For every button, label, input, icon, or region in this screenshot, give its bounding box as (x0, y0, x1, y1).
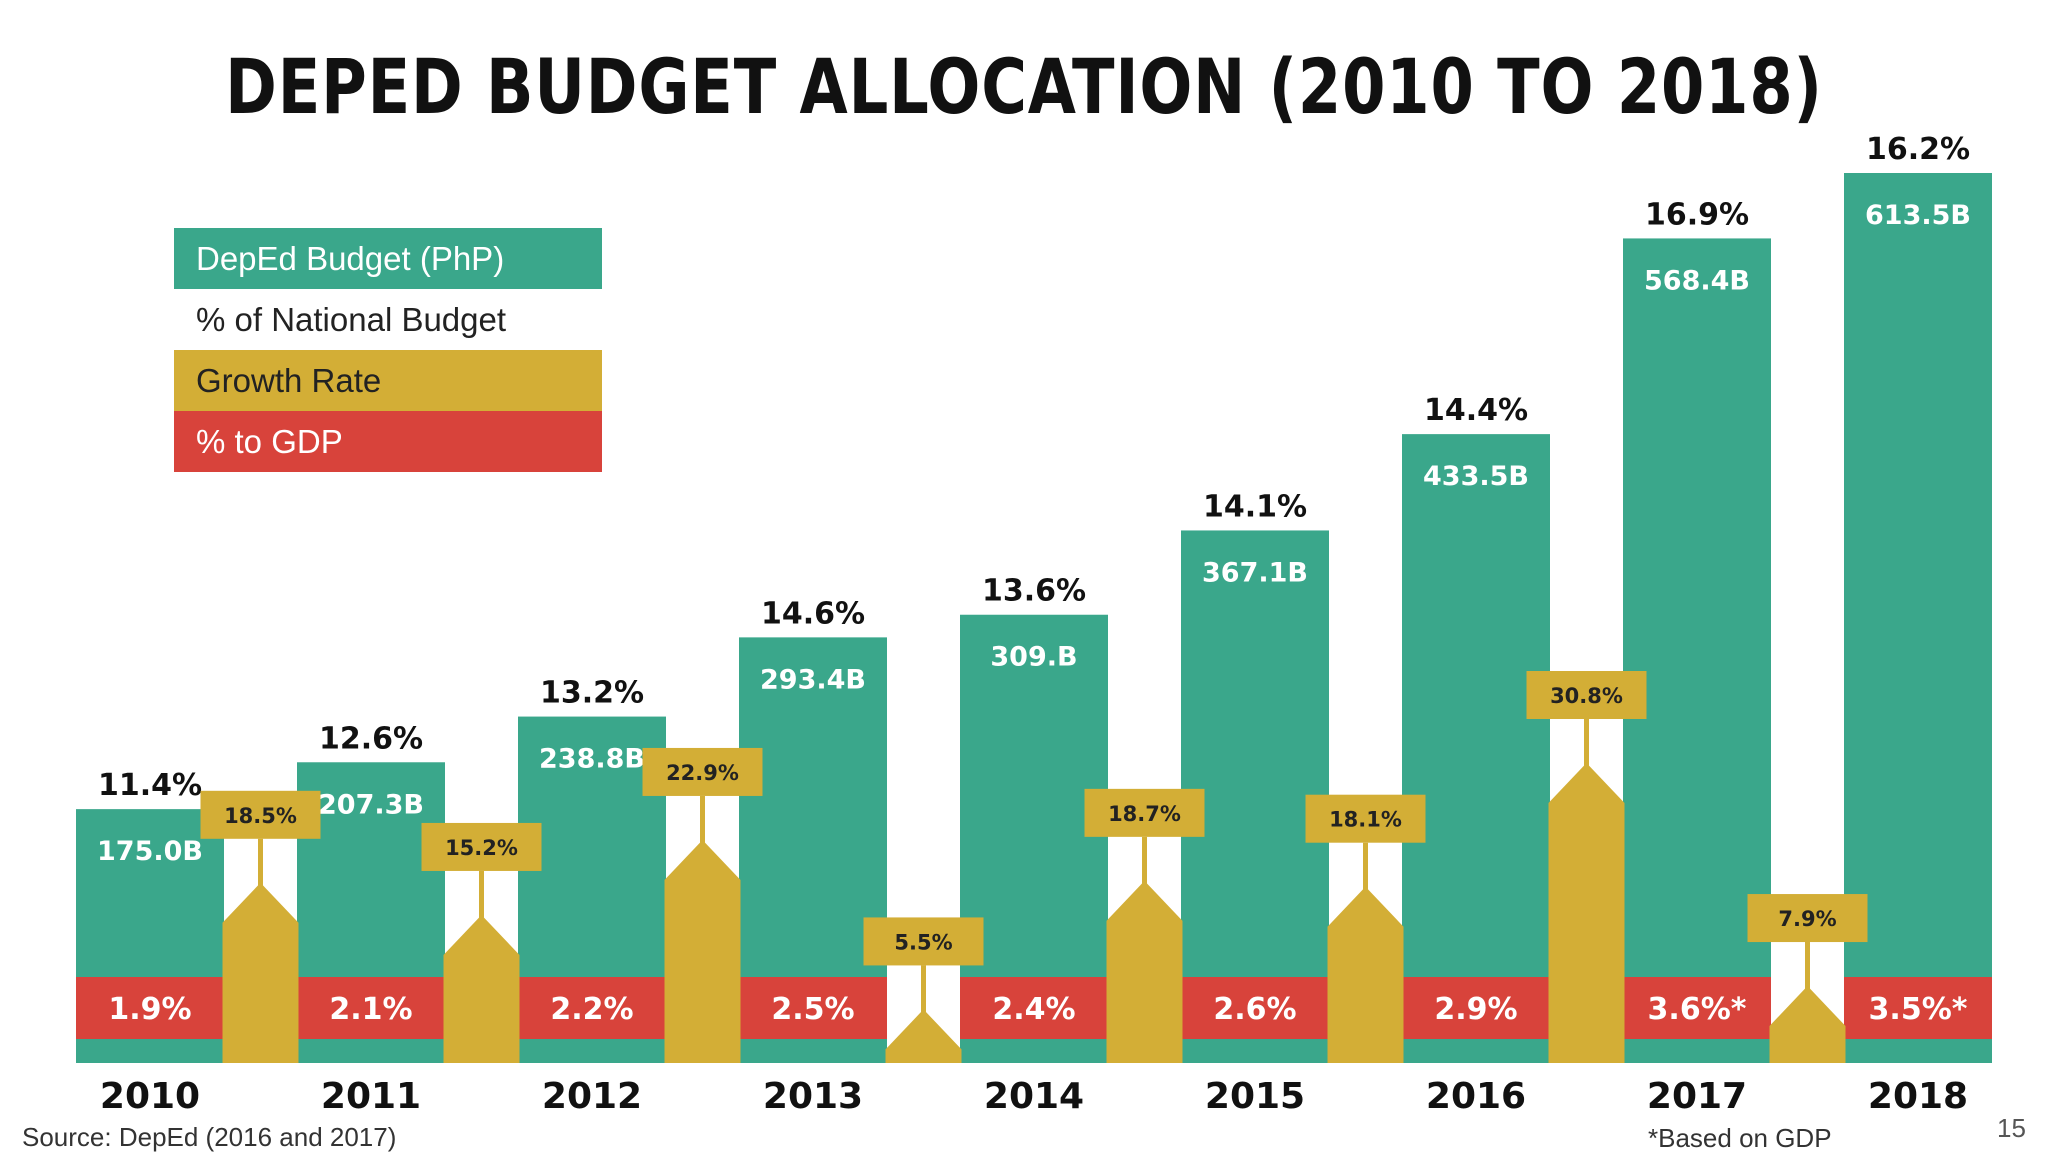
growth-label-box-2010-2011 (200, 790, 321, 839)
legend-item-national-budget: % of National Budget (174, 289, 602, 350)
chart-title: DEPED BUDGET ALLOCATION (2010 TO 2018) (225, 42, 1823, 131)
gdp-label-2018: 3.5%* (1869, 992, 1968, 1027)
gdp-band-2014 (960, 977, 1108, 1039)
year-label-2013: 2013 (763, 1076, 863, 1117)
budget-label-2011: 207.3B (318, 789, 424, 820)
budget-label-2018: 613.5B (1865, 200, 1971, 231)
legend-item-budget: DepEd Budget (PhP) (174, 228, 602, 289)
national-budget-label-2013: 14.6% (761, 596, 865, 631)
growth-label-2012-2013: 22.9% (666, 761, 739, 785)
budget-bar-2016 (1402, 434, 1550, 1063)
year-label-2012: 2012 (542, 1076, 642, 1117)
gdp-label-2016: 2.9% (1434, 992, 1517, 1027)
year-label-2014: 2014 (984, 1076, 1084, 1117)
gdp-band-2015 (1181, 977, 1329, 1039)
page-number: 15 (1997, 1113, 2026, 1143)
growth-label-2016-2017: 30.8% (1550, 684, 1623, 708)
gdp-band-2012 (518, 977, 666, 1039)
gdp-band-2010 (76, 977, 224, 1039)
budget-label-2014: 309.B (990, 642, 1077, 673)
growth-label-box-2014-2015 (1084, 788, 1205, 837)
gdp-band-2011 (297, 977, 445, 1039)
gdp-label-2013: 2.5% (771, 992, 854, 1027)
budget-label-2012: 238.8B (539, 744, 645, 775)
national-budget-label-2017: 16.9% (1645, 197, 1749, 232)
growth-label-box-2016-2017 (1526, 671, 1647, 719)
growth-arrow-2016-2017 (1548, 763, 1625, 1063)
legend: DepEd Budget (PhP) % of National Budget … (174, 228, 602, 472)
budget-label-2017: 568.4B (1644, 265, 1750, 296)
year-label-2015: 2015 (1205, 1076, 1305, 1117)
gdp-band-2017 (1623, 977, 1771, 1039)
growth-label-2014-2015: 18.7% (1108, 802, 1181, 826)
gdp-band-2018 (1844, 977, 1992, 1039)
budget-bar-2018 (1844, 173, 1992, 1063)
growth-arrow-2014-2015 (1106, 880, 1183, 1063)
growth-label-box-2011-2012 (421, 822, 542, 871)
year-label-2018: 2018 (1868, 1076, 1968, 1117)
national-budget-label-2018: 16.2% (1866, 132, 1970, 167)
growth-arrow-2011-2012 (443, 914, 520, 1063)
growth-label-2013-2014: 5.5% (894, 930, 952, 954)
gdp-label-2010: 1.9% (108, 992, 191, 1027)
legend-item-growth-rate: Growth Rate (174, 350, 602, 411)
growth-arrow-2012-2013 (664, 839, 741, 1063)
growth-label-box-2015-2016 (1305, 794, 1426, 843)
footnote: *Based on GDP (1648, 1123, 1832, 1153)
budget-bar-2015 (1181, 530, 1329, 1063)
growth-arrow-2017-2018 (1769, 986, 1846, 1063)
growth-label-box-2013-2014 (863, 917, 984, 966)
national-budget-label-2015: 14.1% (1203, 489, 1307, 524)
budget-bar-2017 (1623, 238, 1771, 1063)
legend-item-gdp: % to GDP (174, 411, 602, 472)
budget-label-2010: 175.0B (97, 836, 203, 867)
growth-label-2010-2011: 18.5% (224, 804, 297, 828)
year-label-2010: 2010 (100, 1076, 200, 1117)
national-budget-label-2014: 13.6% (982, 574, 1086, 609)
gdp-label-2012: 2.2% (550, 992, 633, 1027)
source-note: Source: DepEd (2016 and 2017) (22, 1122, 397, 1152)
year-label-2011: 2011 (321, 1076, 421, 1117)
growth-label-box-2017-2018 (1747, 894, 1868, 943)
national-budget-label-2010: 11.4% (98, 768, 202, 803)
year-label-2017: 2017 (1647, 1076, 1747, 1117)
growth-arrow-2013-2014 (885, 1009, 962, 1063)
gdp-label-2017: 3.6%* (1648, 992, 1747, 1027)
gdp-band-2016 (1402, 977, 1550, 1039)
national-budget-label-2011: 12.6% (319, 721, 423, 756)
growth-label-2017-2018: 7.9% (1778, 907, 1836, 931)
growth-label-2015-2016: 18.1% (1329, 808, 1402, 832)
year-label-2016: 2016 (1426, 1076, 1526, 1117)
national-budget-label-2012: 13.2% (540, 676, 644, 711)
budget-label-2015: 367.1B (1202, 557, 1308, 588)
growth-arrow-2015-2016 (1327, 886, 1404, 1063)
growth-label-box-2012-2013 (642, 747, 763, 796)
budget-label-2013: 293.4B (760, 664, 866, 695)
gdp-label-2011: 2.1% (329, 992, 412, 1027)
gdp-band-2013 (739, 977, 887, 1039)
growth-label-2011-2012: 15.2% (445, 836, 518, 860)
budget-label-2016: 433.5B (1423, 461, 1529, 492)
growth-arrow-2010-2011 (222, 882, 299, 1063)
gdp-label-2015: 2.6% (1213, 992, 1296, 1027)
national-budget-label-2016: 14.4% (1424, 393, 1528, 428)
gdp-label-2014: 2.4% (992, 992, 1075, 1027)
